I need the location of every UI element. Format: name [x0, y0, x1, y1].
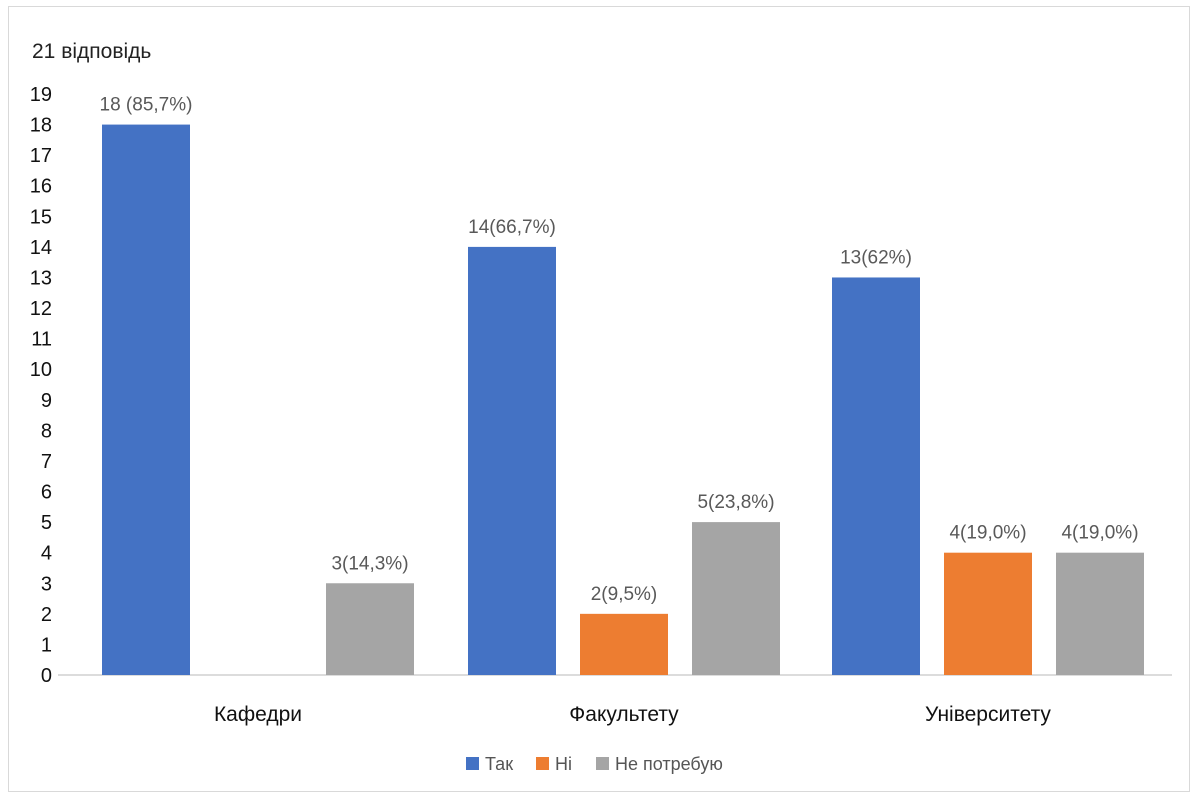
bar: [102, 124, 190, 675]
x-tick-label: Університету: [925, 703, 1051, 726]
data-label: 4(19,0%): [949, 523, 1026, 544]
y-tick-label: 16: [30, 176, 52, 198]
legend-label: Так: [485, 754, 513, 774]
bar: [326, 583, 414, 675]
y-tick-label: 10: [30, 359, 52, 381]
y-tick-label: 13: [30, 267, 52, 289]
x-axis: Кафедри Факультету Університету: [214, 703, 1051, 726]
y-tick-label: 19: [30, 84, 52, 106]
y-tick-label: 2: [41, 604, 52, 626]
legend-swatch: [466, 757, 479, 770]
data-label: 3(14,3%): [331, 553, 408, 574]
bars-group: [102, 124, 1144, 676]
y-tick-label: 6: [41, 482, 52, 504]
data-label: 4(19,0%): [1061, 523, 1138, 544]
y-tick-label: 15: [30, 206, 52, 228]
y-tick-label: 9: [41, 390, 52, 412]
x-tick-label: Кафедри: [214, 703, 302, 726]
data-labels-group: 18 (85,7%) 14(66,7%) 13(62%) 2(9,5%) 4(19,0%…: [100, 95, 1139, 605]
y-tick-label: 14: [30, 237, 52, 259]
data-label: 18 (85,7%): [100, 95, 193, 116]
bar: [468, 246, 556, 676]
data-label: 2(9,5%): [591, 584, 658, 605]
bar: [944, 552, 1032, 675]
legend-label: Ні: [555, 754, 572, 774]
legend-label: Не потребую: [615, 754, 723, 774]
y-tick-label: 18: [30, 115, 52, 137]
bar: [832, 277, 920, 675]
y-tick-label: 12: [30, 298, 52, 320]
legend-swatch: [596, 757, 609, 770]
y-tick-label: 0: [41, 665, 52, 687]
bar: [1056, 552, 1144, 675]
y-tick-label: 4: [41, 543, 52, 565]
legend: Так Ні Не потребую: [466, 754, 723, 774]
data-label: 14(66,7%): [468, 217, 556, 238]
y-tick-label: 1: [41, 634, 52, 656]
y-tick-label: 11: [31, 329, 52, 351]
y-tick-label: 8: [41, 420, 52, 442]
legend-swatch: [536, 757, 549, 770]
chart-subtitle: 21 відповідь: [32, 40, 151, 63]
data-label: 13(62%): [840, 247, 912, 268]
bar: [580, 613, 668, 675]
y-tick-label: 3: [41, 573, 52, 595]
x-tick-label: Факультету: [569, 703, 679, 726]
bar: [692, 522, 780, 675]
y-tick-label: 7: [41, 451, 52, 473]
y-tick-label: 17: [30, 145, 52, 167]
data-label: 5(23,8%): [697, 492, 774, 513]
y-tick-label: 5: [41, 512, 52, 534]
